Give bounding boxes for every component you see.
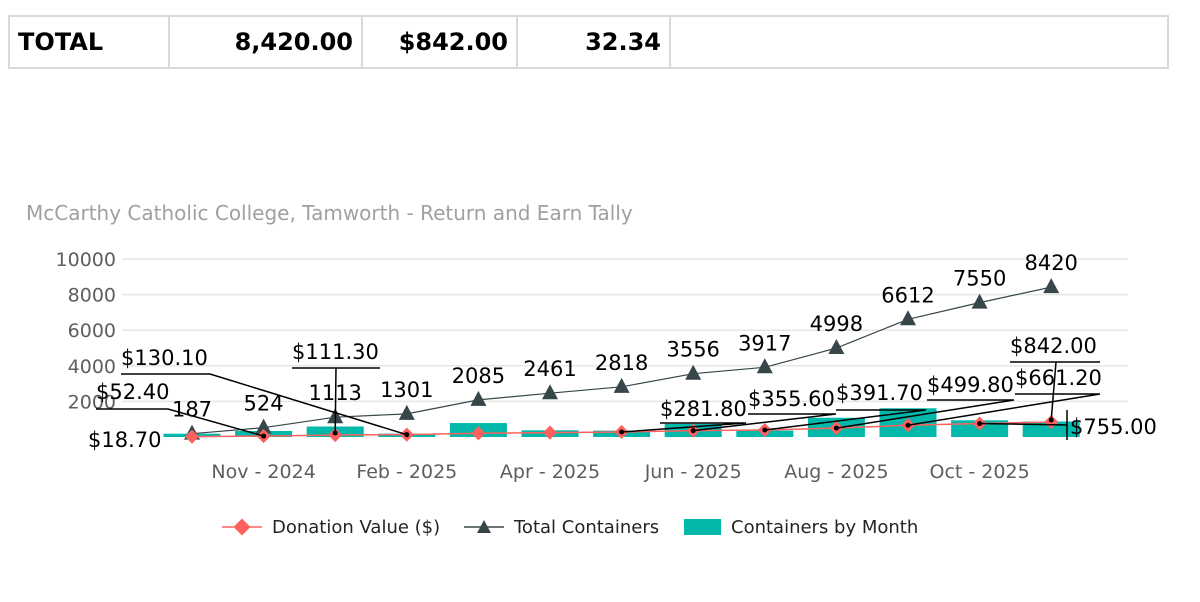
marker-total-containers <box>828 339 845 355</box>
data-label-leader-tip <box>977 421 983 427</box>
data-label-donation-value: $18.70 <box>88 428 161 452</box>
data-label-donation-value: $391.70 <box>836 381 923 405</box>
return-earn-chart: McCarthy Catholic College, Tamworth - Re… <box>26 201 1157 483</box>
total-label: TOTAL <box>8 15 170 69</box>
marker-donation-value <box>184 429 200 444</box>
legend-label-donation: Donation Value ($) <box>272 516 441 538</box>
data-label-donation-value: $111.30 <box>292 340 379 364</box>
data-label-total-containers: 524 <box>244 392 284 416</box>
data-label-total-containers: 6612 <box>881 283 934 307</box>
data-label-leader <box>96 408 264 437</box>
y-tick-label: 6000 <box>68 320 116 342</box>
data-label-total-containers: 2818 <box>595 351 648 375</box>
data-label-leader-tip <box>762 427 768 433</box>
data-label-total-containers: 3556 <box>666 338 719 362</box>
data-label-leader-tip <box>1048 417 1054 423</box>
marker-total-containers <box>756 358 773 374</box>
data-label-total-containers: 3917 <box>738 331 791 355</box>
data-label-leader <box>292 367 380 434</box>
total-containers-value: 8,420.00 <box>168 15 363 69</box>
legend-swatch-bar-icon <box>684 519 721 535</box>
data-label-total-containers: 187 <box>172 398 212 422</box>
data-label-total-containers: 7550 <box>953 267 1006 291</box>
marker-total-containers <box>685 364 702 380</box>
data-label-leader-tip <box>690 428 696 434</box>
data-label-leader-tip <box>833 425 839 431</box>
data-label-total-containers: 1301 <box>380 378 433 402</box>
data-label-donation-value: $52.40 <box>96 380 169 404</box>
chart-legend: Donation Value ($) Total Containers Cont… <box>0 512 1200 542</box>
data-label-total-containers: 2085 <box>452 364 505 388</box>
data-label-donation-value: $499.80 <box>927 373 1014 397</box>
data-label-total-containers: 8420 <box>1024 251 1077 275</box>
legend-label-containers-by-month: Containers by Month <box>731 516 919 538</box>
data-label-donation-value: $661.20 <box>1015 366 1102 390</box>
data-label-donation-value: $842.00 <box>1010 334 1097 358</box>
data-label-leader <box>693 413 837 432</box>
data-label-leader-tip <box>905 422 911 428</box>
legend-item-total-containers[interactable]: Total Containers <box>464 512 659 542</box>
legend-item-containers-by-month[interactable]: Containers by Month <box>684 512 918 542</box>
data-label-total-containers: 4998 <box>810 312 863 336</box>
data-label-donation-value: $130.10 <box>121 346 208 370</box>
x-tick-label: Jun - 2025 <box>644 461 742 483</box>
total-donation-value: $842.00 <box>361 15 518 69</box>
x-tick-label: Aug - 2025 <box>784 461 888 483</box>
total-empty-cell <box>669 15 1169 69</box>
x-tick-label: Apr - 2025 <box>500 461 600 483</box>
data-label-leader-tip <box>261 433 267 439</box>
data-label-leader <box>979 410 1068 440</box>
marker-total-containers <box>255 418 272 434</box>
data-label-leader-tip <box>404 432 410 438</box>
data-label-donation-value: $755.00 <box>1070 415 1157 439</box>
marker-total-containers <box>613 377 630 393</box>
marker-total-containers <box>470 390 487 406</box>
y-tick-label: 8000 <box>68 285 116 307</box>
data-label-leader <box>121 373 408 436</box>
marker-total-containers <box>542 384 558 400</box>
data-label-leader <box>907 393 1101 426</box>
legend-label-total-containers: Total Containers <box>514 516 660 538</box>
data-label-leader <box>1010 361 1100 421</box>
x-tick-label: Nov - 2024 <box>211 461 315 483</box>
data-label-leader-tip <box>332 430 338 436</box>
y-tick-label: 4000 <box>68 356 116 378</box>
legend-item-donation[interactable]: Donation Value ($) <box>222 512 440 542</box>
marker-total-containers <box>971 293 988 309</box>
data-label-leader <box>621 422 747 433</box>
y-tick-label: 10000 <box>56 249 116 271</box>
data-label-total-containers: 2461 <box>523 357 576 381</box>
data-label-leader-tip <box>619 429 625 435</box>
data-label-leader <box>836 399 1015 429</box>
legend-marker-triangle-icon <box>464 520 504 533</box>
chart-title: McCarthy Catholic College, Tamworth - Re… <box>26 201 633 225</box>
totals-table: TOTAL 8,420.00 $842.00 32.34 <box>8 15 1169 69</box>
data-label-leader <box>764 409 927 431</box>
data-label-donation-value: $355.60 <box>748 387 835 411</box>
marker-total-containers <box>398 404 415 420</box>
marker-donation-value <box>471 426 486 441</box>
totals-row: TOTAL 8,420.00 $842.00 32.34 <box>8 15 1169 69</box>
x-tick-label: Oct - 2025 <box>930 461 1030 483</box>
marker-total-containers <box>1043 278 1060 294</box>
total-other-value: 32.34 <box>516 15 671 69</box>
x-tick-label: Feb - 2025 <box>356 461 457 483</box>
legend-marker-diamond-icon <box>222 518 262 536</box>
marker-total-containers <box>900 310 916 326</box>
marker-donation-value <box>542 425 558 440</box>
data-label-donation-value: $281.80 <box>660 397 747 421</box>
y-tick-label: 2000 <box>68 391 116 413</box>
